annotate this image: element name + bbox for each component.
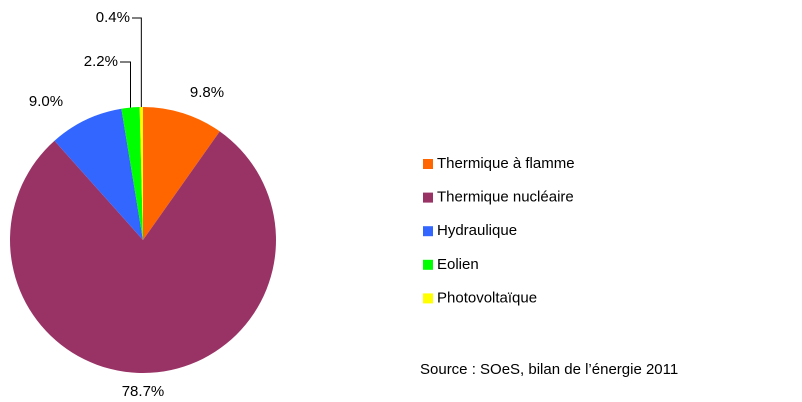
data-label: 0.4% — [96, 9, 130, 26]
legend-swatch — [423, 159, 433, 169]
pie-slice — [9, 131, 276, 374]
data-label: 2.2% — [84, 53, 118, 70]
leader-line — [120, 61, 131, 108]
legend-label: Thermique à flamme — [437, 155, 575, 172]
legend-swatch — [423, 226, 433, 237]
data-label: 78.7% — [122, 383, 165, 400]
legend-swatch — [423, 293, 433, 304]
legend-label: Thermique nucléaire — [437, 189, 574, 206]
legend-label: Photovoltaïque — [437, 289, 537, 306]
legend-label: Eolien — [437, 256, 479, 273]
pie-slice — [143, 107, 220, 240]
source-note: Source : SOeS, bilan de l’énergie 2011 — [420, 361, 678, 378]
pie-slice — [121, 107, 143, 240]
data-label: 9.0% — [29, 93, 63, 110]
legend-label: Hydraulique — [437, 222, 517, 239]
data-label: 9.8% — [190, 84, 224, 101]
legend-swatch — [423, 192, 433, 203]
leader-line — [132, 17, 142, 108]
legend-swatch — [423, 259, 433, 270]
pie-slice — [54, 108, 143, 240]
pie-slice — [139, 107, 143, 240]
